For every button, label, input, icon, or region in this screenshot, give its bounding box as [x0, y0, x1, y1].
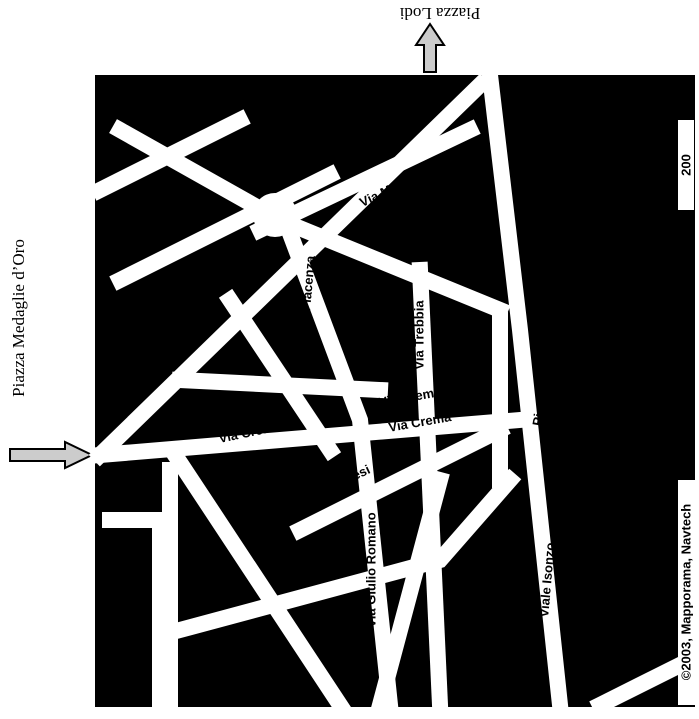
- scale-label: 200: [678, 154, 693, 176]
- street-label: Via Giulio Romano: [363, 512, 378, 627]
- copyright-box: [678, 480, 696, 705]
- top-label: Piazza Lodi: [399, 4, 480, 23]
- scale-bar: [678, 120, 694, 210]
- left-label: Piazza Medaglie d’Oro: [9, 239, 28, 397]
- street-label: Viale Sabotino: [176, 520, 191, 609]
- copyright: ©2003, Mapporama, Navtech: [678, 504, 693, 681]
- roundabout: [253, 193, 297, 237]
- street-label: Via Trebbia: [411, 300, 426, 370]
- street-label: Porta Romana: [129, 595, 144, 684]
- street-label: Via Piacenza: [296, 254, 318, 334]
- arrow-right: [9, 440, 95, 470]
- street-label: Milano: [104, 634, 119, 675]
- street-label: Viale Isonzo: [536, 542, 557, 618]
- map: Corso Lodi Corso Lodi Via Mantova Via Cr…: [88, 66, 699, 717]
- arrow-up: [414, 22, 446, 73]
